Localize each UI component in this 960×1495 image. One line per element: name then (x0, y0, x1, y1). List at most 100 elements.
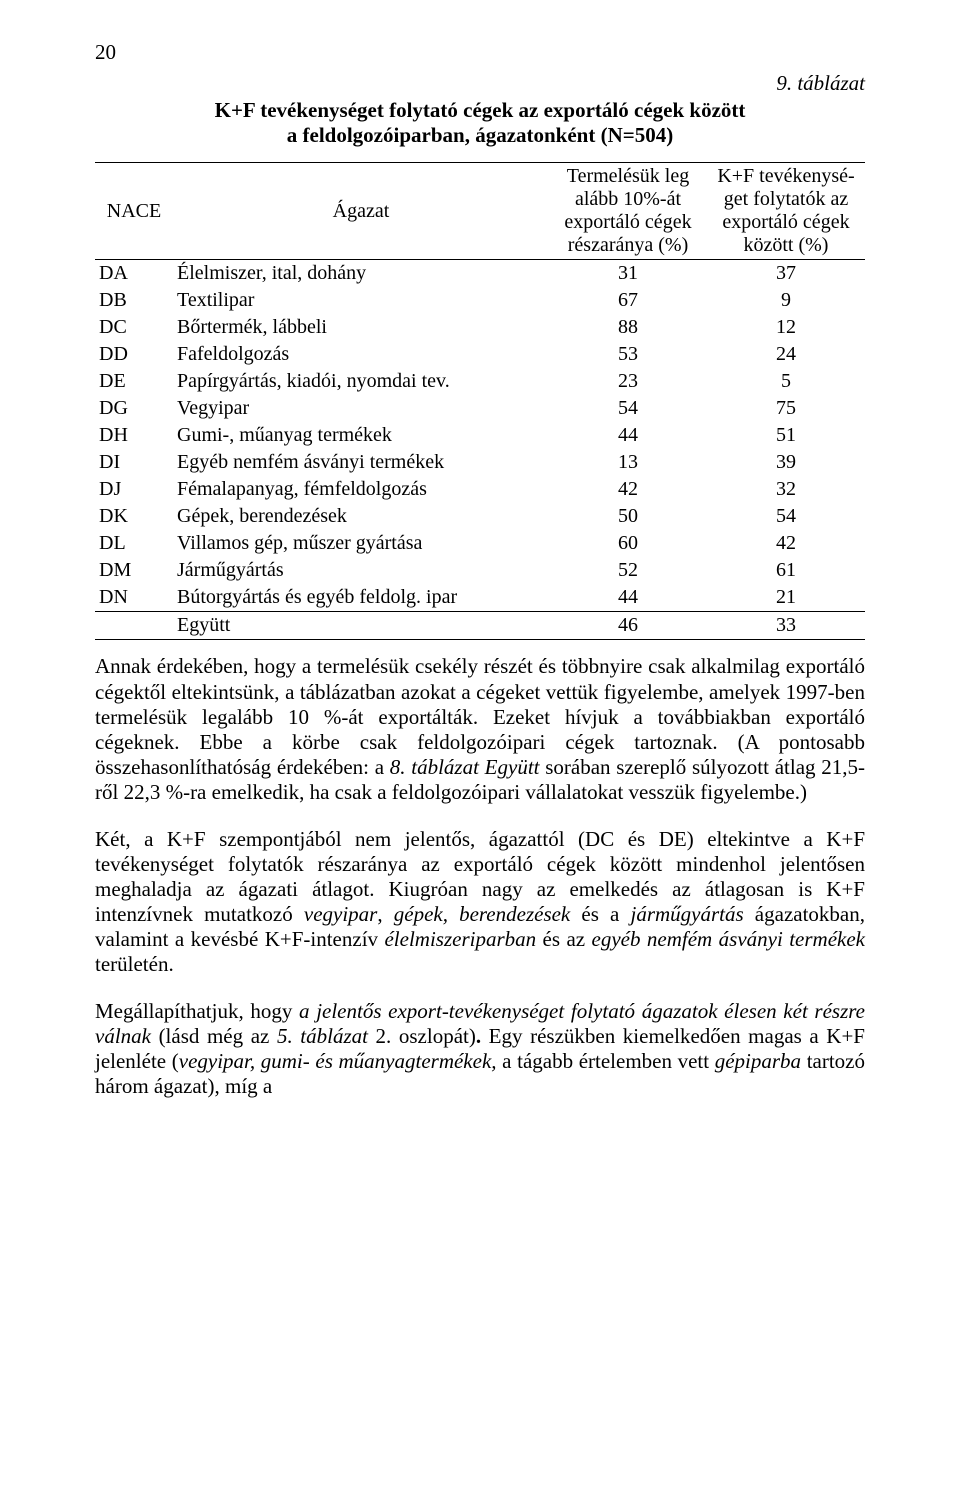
cell-name: Fémalapanyag, fémfeldolgozás (173, 476, 549, 503)
cell-nace: DE (95, 368, 173, 395)
p3-i3: vegyipar, gumi- és műanyagtermékek, (179, 1049, 497, 1073)
table-row: DJFémalapanyag, fémfeldolgozás4232 (95, 476, 865, 503)
table-row: DIEgyéb nemfém ásványi termékek1339 (95, 449, 865, 476)
cell-v1: 50 (549, 503, 707, 530)
cell-name: Egyéb nemfém ásványi termékek (173, 449, 549, 476)
cell-name: Fafeldolgozás (173, 341, 549, 368)
data-table: NACE Ágazat Termelésük leg alább 10%-át … (95, 162, 865, 640)
th-col3: Termelésük leg alább 10%-át exportáló cé… (549, 163, 707, 260)
cell-v2: 54 (707, 503, 865, 530)
p3-b: (lásd még az (151, 1024, 277, 1048)
page-number: 20 (95, 40, 865, 65)
cell-name: Bútorgyártás és egyéb feldolg. ipar (173, 584, 549, 612)
th-nace: NACE (95, 163, 173, 260)
cell-name: Élelmiszer, ital, dohány (173, 260, 549, 288)
table-row: DEPapírgyártás, kiadói, nyomdai tev.235 (95, 368, 865, 395)
p3-a: Megállapíthatjuk, hogy (95, 999, 299, 1023)
cell-v2: 24 (707, 341, 865, 368)
cell-name: Bőrtermék, lábbeli (173, 314, 549, 341)
cell-v2: 42 (707, 530, 865, 557)
cell-v2: 5 (707, 368, 865, 395)
table-row: DMJárműgyártás5261 (95, 557, 865, 584)
cell-v1: 23 (549, 368, 707, 395)
cell-nace: DL (95, 530, 173, 557)
p2-i2: gépek, berendezések (394, 902, 571, 926)
cell-v1: 54 (549, 395, 707, 422)
cell-name: Villamos gép, műszer gyártása (173, 530, 549, 557)
th3-l2: alább 10%-át (575, 188, 681, 210)
cell-name: Gépek, berendezések (173, 503, 549, 530)
cell-name: Járműgyártás (173, 557, 549, 584)
cell-nace: DM (95, 557, 173, 584)
cell-v1: 67 (549, 287, 707, 314)
cell-v1: 44 (549, 584, 707, 612)
cell-nace: DA (95, 260, 173, 288)
table-totals-row: Együtt4633 (95, 612, 865, 640)
table-row: DAÉlelmiszer, ital, dohány3137 (95, 260, 865, 288)
cell-nace: DN (95, 584, 173, 612)
table-title: K+F tevékenységet folytató cégek az expo… (95, 98, 865, 148)
cell-v1: 52 (549, 557, 707, 584)
cell-nace (95, 612, 173, 640)
cell-name: Textilipar (173, 287, 549, 314)
page: 20 9. táblázat K+F tevékenységet folytat… (0, 0, 960, 1495)
table-row: DDFafeldolgozás5324 (95, 341, 865, 368)
p1-ital: 8. táblázat Együtt (390, 755, 540, 779)
cell-nace: DJ (95, 476, 173, 503)
p2-f: területén. (95, 952, 174, 976)
cell-v2: 61 (707, 557, 865, 584)
p3-i4: gépiparba (715, 1049, 801, 1073)
cell-v1: 53 (549, 341, 707, 368)
cell-nace: DI (95, 449, 173, 476)
paragraph-2: Két, a K+F szempontjából nem jelentős, á… (95, 827, 865, 978)
th4-l4: között (%) (744, 234, 829, 256)
cell-v2: 39 (707, 449, 865, 476)
th4-l1: K+F tevékenysé- (717, 165, 854, 187)
title-line-1: K+F tevékenységet folytató cégek az expo… (215, 98, 746, 122)
cell-v2: 51 (707, 422, 865, 449)
th-agazat: Ágazat (173, 163, 549, 260)
cell-v2: 12 (707, 314, 865, 341)
cell-v2: 75 (707, 395, 865, 422)
cell-v1: 31 (549, 260, 707, 288)
th3-l1: Termelésük leg (567, 165, 689, 187)
cell-v1: 88 (549, 314, 707, 341)
p2-e: és az (536, 927, 591, 951)
cell-nace: DC (95, 314, 173, 341)
cell-nace: DD (95, 341, 173, 368)
cell-v2: 32 (707, 476, 865, 503)
th4-l2: get folytatók az (724, 188, 848, 210)
th3-l3: exportáló cégek (564, 211, 691, 233)
cell-v1: 60 (549, 530, 707, 557)
cell-name: Együtt (173, 612, 549, 640)
th4-l3: exportáló cégek (722, 211, 849, 233)
cell-nace: DH (95, 422, 173, 449)
paragraph-3: Megállapíthatjuk, hogy a jelentős export… (95, 999, 865, 1100)
p3-e: a tágabb értelemben vett (497, 1049, 715, 1073)
p2-c: és a (570, 902, 630, 926)
p3-i2: 5. táblázat (277, 1024, 368, 1048)
cell-name: Vegyipar (173, 395, 549, 422)
table-row: DBTextilipar679 (95, 287, 865, 314)
cell-nace: DK (95, 503, 173, 530)
table-header-row: NACE Ágazat Termelésük leg alább 10%-át … (95, 163, 865, 260)
cell-v2: 33 (707, 612, 865, 640)
table-row: DCBőrtermék, lábbeli8812 (95, 314, 865, 341)
cell-v2: 21 (707, 584, 865, 612)
title-line-2: a feldolgozóiparban, ágazatonként (N=504… (287, 123, 673, 147)
table-row: DLVillamos gép, műszer gyártása6042 (95, 530, 865, 557)
table-row: DHGumi-, műanyag termékek4451 (95, 422, 865, 449)
cell-v2: 9 (707, 287, 865, 314)
table-row: DGVegyipar5475 (95, 395, 865, 422)
cell-v1: 42 (549, 476, 707, 503)
table-row: DNBútorgyártás és egyéb feldolg. ipar442… (95, 584, 865, 612)
th-col4: K+F tevékenysé- get folytatók az exportá… (707, 163, 865, 260)
paragraph-1: Annak érdekében, hogy a termelésük cseké… (95, 654, 865, 805)
cell-v2: 37 (707, 260, 865, 288)
table-body: DAÉlelmiszer, ital, dohány3137 DBTextili… (95, 260, 865, 640)
cell-name: Gumi-, műanyag termékek (173, 422, 549, 449)
cell-v1: 46 (549, 612, 707, 640)
cell-nace: DG (95, 395, 173, 422)
p2-b: , (377, 902, 393, 926)
cell-nace: DB (95, 287, 173, 314)
